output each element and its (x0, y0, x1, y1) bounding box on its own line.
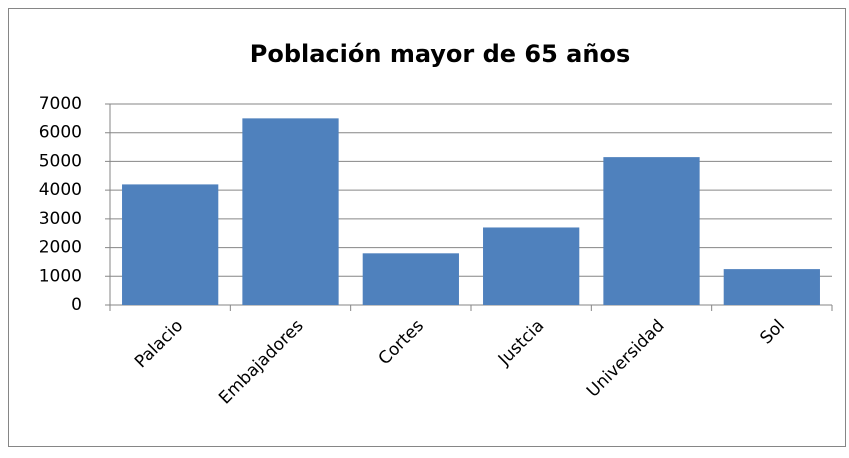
y-tick-label: 4000 (39, 180, 82, 200)
y-tick-label: 2000 (39, 238, 82, 258)
y-tick-label: 1000 (39, 266, 82, 286)
bar (603, 157, 700, 305)
y-tick-label: 0 (71, 295, 82, 315)
y-tick-label: 7000 (39, 94, 82, 114)
bar (723, 269, 820, 305)
y-tick-label: 3000 (39, 209, 82, 229)
bar (122, 184, 219, 305)
y-tick-label: 6000 (39, 123, 82, 143)
chart-title: Población mayor de 65 años (250, 40, 630, 68)
bar (483, 227, 580, 305)
bar (242, 118, 339, 305)
y-tick-label: 5000 (39, 151, 82, 171)
bar (362, 253, 459, 305)
